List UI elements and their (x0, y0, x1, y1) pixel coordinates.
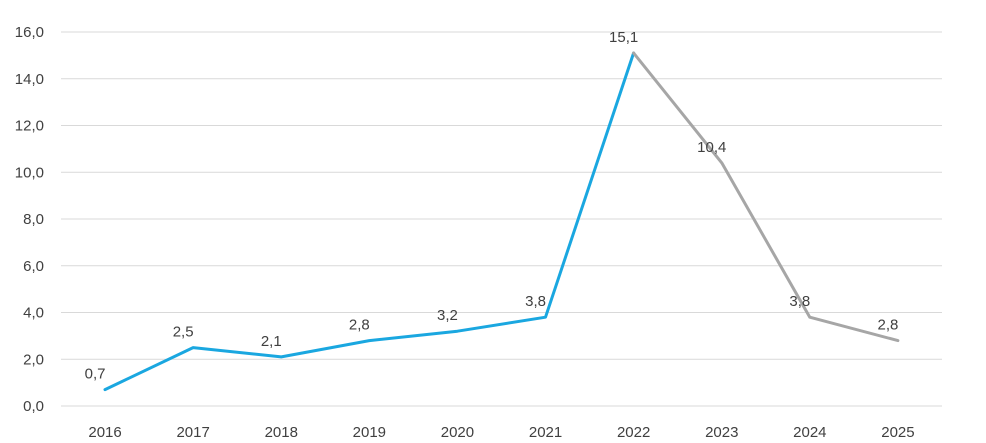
y-tick-label: 8,0 (23, 211, 44, 228)
y-tick-label: 16,0 (15, 24, 44, 41)
y-axis-tick-labels: 0,0 2,0 4,0 6,0 8,0 10,0 12,0 14,0 16,0 (15, 24, 44, 415)
x-tick-label: 2025 (881, 424, 914, 441)
x-tick-label: 2022 (617, 424, 650, 441)
series-line-2 (632, 51, 900, 343)
x-tick-label: 2020 (441, 424, 474, 441)
y-tick-label: 10,0 (15, 164, 44, 181)
y-tick-label: 2,0 (23, 351, 44, 368)
y-tick-label: 14,0 (15, 71, 44, 88)
data-label: 3,8 (525, 293, 546, 310)
series-lines (103, 51, 900, 392)
x-tick-label: 2016 (88, 424, 121, 441)
x-tick-label: 2019 (353, 424, 386, 441)
y-tick-label: 4,0 (23, 305, 44, 322)
data-label: 2,1 (261, 333, 282, 350)
x-tick-label: 2018 (265, 424, 298, 441)
data-label: 2,5 (173, 324, 194, 341)
data-label: 15,1 (609, 29, 638, 46)
data-label: 0,7 (85, 366, 106, 383)
series-line-1 (103, 51, 636, 392)
data-label: 2,8 (878, 317, 899, 334)
data-label: 3,2 (437, 307, 458, 324)
x-tick-label: 2023 (705, 424, 738, 441)
data-label: 10,4 (697, 139, 726, 156)
data-labels: 0,7 2,5 2,1 2,8 3,2 3,8 15,1 10,4 3,8 2,8 (85, 29, 899, 383)
y-tick-label: 0,0 (23, 398, 44, 415)
x-tick-label: 2021 (529, 424, 562, 441)
y-tick-label: 6,0 (23, 258, 44, 275)
x-tick-label: 2017 (176, 424, 209, 441)
x-tick-label: 2024 (793, 424, 826, 441)
data-label: 3,8 (789, 293, 810, 310)
gridlines (61, 31, 942, 407)
x-axis-tick-labels: 2016 2017 2018 2019 2020 2021 2022 2023 2024 2025 (88, 424, 914, 441)
y-tick-label: 12,0 (15, 118, 44, 135)
data-label: 2,8 (349, 317, 370, 334)
